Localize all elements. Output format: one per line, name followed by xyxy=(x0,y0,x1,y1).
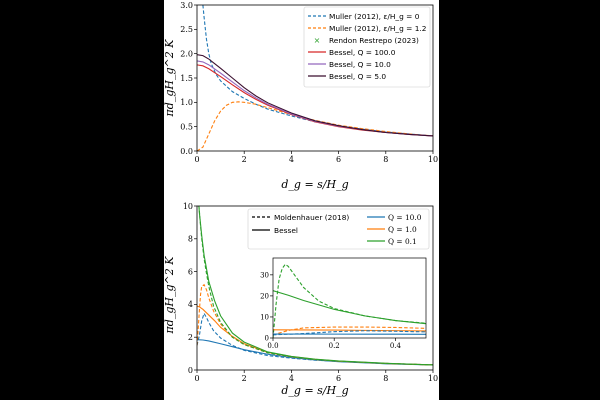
top-chart: 0 2 4 6 8 10 0.0 0.5 1.0 1.5 2.0 2.5 3.0 d_g = s/H_g… xyxy=(164,1,438,191)
inset-series-2 xyxy=(273,326,426,336)
bottom-chart: 0 2 4 6 8 10 0 2 4 6 8 10 d_g = s/H_g πd_gH_g^2 K M… xyxy=(164,202,438,397)
bottom-ytick-label: 2 xyxy=(188,333,193,342)
figure-page: 0 2 4 6 8 10 0.0 0.5 1.0 1.5 2.0 2.5 3.0 d_g = s/H_g… xyxy=(164,0,439,400)
top-xtick-label: 10 xyxy=(428,155,438,164)
inset-background xyxy=(273,258,426,338)
bottom-ytick-label: 4 xyxy=(188,300,193,309)
x-marker-icon: × xyxy=(314,36,321,45)
bottom-xtick-label: 2 xyxy=(242,374,247,383)
top-xtick-label: 0 xyxy=(194,155,199,164)
legend-label: Q = 0.1 xyxy=(388,237,417,246)
bottom-xtick-label: 0 xyxy=(194,374,199,383)
top-chart-ylabel: πd_gH_g^2 K xyxy=(164,39,176,118)
bottom-xtick-label: 4 xyxy=(289,374,294,383)
top-xtick-label: 4 xyxy=(289,155,294,164)
top-chart-xlabel: d_g = s/H_g xyxy=(281,178,348,191)
top-xtick-label: 2 xyxy=(242,155,247,164)
top-ytick-label: 3.0 xyxy=(180,1,193,10)
legend-entry-muller-0: Muller (2012), ε/H_g = 0 xyxy=(308,12,420,21)
legend-entry-muller-12: Muller (2012), ε/H_g = 1.2 xyxy=(308,24,426,33)
bottom-chart-ylabel: πd_gH_g^2 K xyxy=(164,256,176,335)
bottom-chart-xlabel: d_g = s/H_g xyxy=(281,384,348,397)
legend-label: Bessel, Q = 10.0 xyxy=(329,60,391,69)
bottom-series-5 xyxy=(198,206,433,366)
bottom-ytick-label: 10 xyxy=(183,202,193,211)
legend-label: Muller (2012), ε/H_g = 0 xyxy=(329,12,420,21)
top-chart-lines xyxy=(197,5,433,151)
inset-chart-frame xyxy=(272,257,427,339)
inset-chart: 0.0 0.2 0.4 0 10 20 30 xyxy=(260,257,427,350)
inset-series-3 xyxy=(273,329,426,332)
legend-entry-moldenhauer: Moldenhauer (2018) xyxy=(252,213,349,222)
bottom-chart-legend: Moldenhauer (2018) Bessel Q = 10.0 Q = 1… xyxy=(247,208,430,250)
legend-label: Q = 10.0 xyxy=(388,213,422,222)
top-ytick-label: 0.5 xyxy=(180,122,193,131)
bottom-chart-frame xyxy=(196,205,434,371)
bottom-ytick-label: 0 xyxy=(188,366,193,375)
top-xtick-label: 6 xyxy=(336,155,341,164)
inset-series-4 xyxy=(273,330,426,336)
bottom-legend-box xyxy=(247,208,430,250)
bottom-chart-ticks: 0 2 4 6 8 10 0 2 4 6 8 10 xyxy=(183,202,438,383)
bottom-ytick-label: 6 xyxy=(188,267,193,276)
bottom-xtick-label: 6 xyxy=(336,374,341,383)
legend-entry-q1: Q = 1.0 xyxy=(367,225,417,234)
inset-ytick-label: 30 xyxy=(260,271,269,279)
inset-xtick-label: 0.2 xyxy=(329,342,340,350)
inset-series-0 xyxy=(273,263,426,338)
legend-label: Bessel xyxy=(274,226,298,235)
inset-ytick-label: 0 xyxy=(265,334,269,342)
top-xtick-label: 8 xyxy=(383,155,388,164)
bottom-ytick-label: 8 xyxy=(188,235,193,244)
legend-label: Bessel, Q = 5.0 xyxy=(329,72,386,81)
top-ytick-label: 1.0 xyxy=(180,98,193,107)
inset-chart-lines xyxy=(273,263,426,338)
legend-label: Muller (2012), ε/H_g = 1.2 xyxy=(329,24,426,33)
top-series-1 xyxy=(197,101,433,151)
bottom-xtick-label: 10 xyxy=(428,374,438,383)
top-ytick-label: 2.5 xyxy=(180,25,193,34)
legend-entry-rendon: × Rendon Restrepo (2023) xyxy=(314,36,419,45)
legend-entry-bessel: Bessel xyxy=(252,226,298,235)
top-ytick-label: 0.0 xyxy=(180,147,193,156)
top-series-5 xyxy=(197,54,433,137)
legend-label: Rendon Restrepo (2023) xyxy=(329,36,419,45)
legend-entry-bessel-100: Bessel, Q = 100.0 xyxy=(308,48,396,57)
top-series-0 xyxy=(202,5,433,137)
legend-entry-q01: Q = 0.1 xyxy=(367,237,417,246)
inset-ytick-label: 20 xyxy=(260,292,269,300)
inset-series-1 xyxy=(273,290,426,325)
top-chart-legend: Muller (2012), ε/H_g = 0 Muller (2012), … xyxy=(303,6,431,88)
legend-label: Bessel, Q = 100.0 xyxy=(329,48,396,57)
inset-xtick-label: 0.0 xyxy=(267,342,278,350)
legend-entry-bessel-10: Bessel, Q = 10.0 xyxy=(308,60,391,69)
legend-label: Moldenhauer (2018) xyxy=(274,213,349,222)
figure-canvas: 0 2 4 6 8 10 0.0 0.5 1.0 1.5 2.0 2.5 3.0 d_g = s/H_g… xyxy=(164,1,438,397)
legend-label: Q = 1.0 xyxy=(388,225,417,234)
inset-ytick-label: 10 xyxy=(260,313,269,321)
bottom-xtick-label: 8 xyxy=(383,374,388,383)
top-legend-box xyxy=(303,6,431,88)
inset-chart-ticks: 0.0 0.2 0.4 0 10 20 30 xyxy=(260,271,401,350)
legend-entry-bessel-5: Bessel, Q = 5.0 xyxy=(308,72,386,81)
inset-xtick-label: 0.4 xyxy=(390,342,402,350)
top-chart-ticks: 0 2 4 6 8 10 0.0 0.5 1.0 1.5 2.0 2.5 3.0 xyxy=(180,1,438,164)
legend-entry-q10: Q = 10.0 xyxy=(367,213,422,222)
top-ytick-label: 2.0 xyxy=(180,49,193,58)
top-ytick-label: 1.5 xyxy=(180,74,193,83)
bottom-chart-lines xyxy=(197,206,433,366)
